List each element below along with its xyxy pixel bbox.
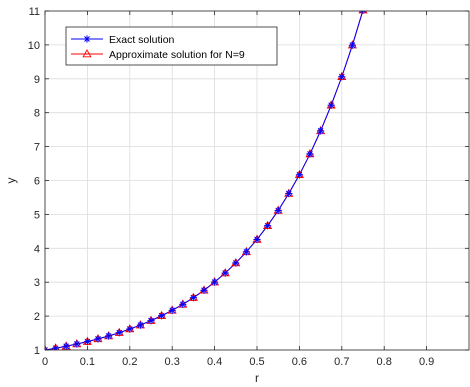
y-tick-label: 6 (34, 176, 40, 188)
asterisk-stroke (360, 11, 363, 13)
asterisk-stroke (126, 326, 133, 332)
data-point-exact (115, 329, 123, 337)
y-tick-label: 2 (34, 311, 40, 323)
data-point-exact (158, 312, 166, 320)
y-tick-label: 3 (34, 277, 40, 289)
asterisk-stroke (169, 307, 176, 314)
data-point-exact (338, 73, 346, 81)
asterisk-stroke (95, 336, 101, 342)
asterisk-stroke (264, 222, 271, 229)
y-tick-label: 9 (34, 74, 40, 86)
data-point-exact (360, 11, 366, 14)
asterisk-stroke (254, 236, 260, 243)
y-tick-label: 5 (34, 209, 40, 221)
asterisk-stroke (45, 347, 48, 350)
asterisk-stroke (179, 301, 186, 308)
data-point-exact (136, 321, 144, 329)
asterisk-stroke (338, 73, 345, 80)
asterisk-stroke (211, 279, 218, 285)
data-point-exact (147, 317, 155, 325)
asterisk-stroke (63, 343, 70, 350)
asterisk-stroke (201, 287, 207, 294)
y-axis-label: y (4, 178, 18, 184)
y-tick-label: 1 (34, 345, 40, 357)
y-tick-label: 7 (34, 142, 40, 154)
data-point-exact (242, 248, 250, 256)
data-point-exact (94, 335, 102, 343)
data-point-exact (200, 286, 208, 294)
asterisk-stroke (275, 207, 282, 214)
data-point-exact (105, 332, 113, 340)
asterisk-stroke (243, 248, 250, 255)
asterisk-stroke (296, 171, 303, 178)
data-point-exact (189, 294, 197, 302)
x-tick-label: 0.1 (80, 356, 95, 368)
x-tick-label: 0.7 (334, 356, 349, 368)
asterisk-stroke (137, 322, 144, 328)
legend-marker-exact (83, 35, 91, 43)
legend-marker-approximate (82, 49, 92, 58)
data-point-approximate (45, 345, 48, 350)
data-point-exact (221, 269, 229, 277)
data-point-exact (211, 278, 219, 286)
x-tick-label: 0 (42, 356, 48, 368)
data-point-exact (317, 127, 325, 135)
data-point-exact (274, 206, 282, 215)
asterisk-stroke (158, 312, 165, 319)
data-point-exact (179, 300, 187, 308)
asterisk-stroke (285, 190, 292, 197)
asterisk-stroke (349, 42, 356, 49)
data-point-exact (62, 342, 70, 350)
data-point-exact (348, 41, 356, 49)
legend-box (65, 26, 278, 66)
data-point-exact (45, 346, 49, 350)
data-point-exact (83, 337, 91, 346)
asterisk-stroke (84, 338, 91, 345)
y-tick-label: 8 (34, 108, 40, 120)
asterisk-stroke (190, 294, 197, 301)
asterisk-stroke (222, 270, 229, 276)
data-point-approximate (51, 343, 60, 350)
data-point-exact (126, 325, 134, 333)
x-tick-label: 0.8 (377, 356, 392, 368)
data-point-exact (264, 222, 272, 230)
x-tick-label: 0.9 (419, 356, 434, 368)
data-point-exact (295, 171, 303, 179)
data-point-exact (327, 101, 335, 109)
asterisk-stroke (105, 333, 112, 339)
asterisk-stroke (232, 260, 239, 266)
data-point-exact (285, 189, 293, 198)
x-tick-label: 0.3 (165, 356, 180, 368)
y-tick-label: 10 (28, 40, 40, 52)
data-point-exact (306, 150, 314, 158)
asterisk-stroke (317, 127, 324, 134)
x-axis-label: r (255, 371, 259, 385)
asterisk-stroke (328, 102, 335, 109)
legend-label-approximate: Approximate solution for N=9 (109, 49, 245, 61)
y-tick-label: 11 (29, 6, 40, 18)
asterisk-stroke (363, 11, 366, 13)
asterisk-stroke (307, 151, 313, 157)
asterisk-stroke (73, 341, 80, 347)
x-tick-label: 0.2 (122, 356, 137, 368)
y-tick-label: 4 (34, 243, 40, 255)
data-point-exact (232, 259, 240, 267)
data-point-exact (253, 235, 261, 244)
asterisk-stroke (148, 317, 154, 324)
asterisk-stroke (116, 329, 123, 336)
series-group (45, 11, 368, 350)
asterisk-stroke (84, 36, 90, 42)
legend-label-exact: Exact solution (109, 34, 175, 46)
x-tick-label: 0.5 (249, 356, 264, 368)
x-tick-label: 0.4 (207, 356, 222, 368)
x-tick-label: 0.6 (292, 356, 307, 368)
data-point-exact (168, 306, 176, 314)
data-point-exact (73, 340, 81, 348)
